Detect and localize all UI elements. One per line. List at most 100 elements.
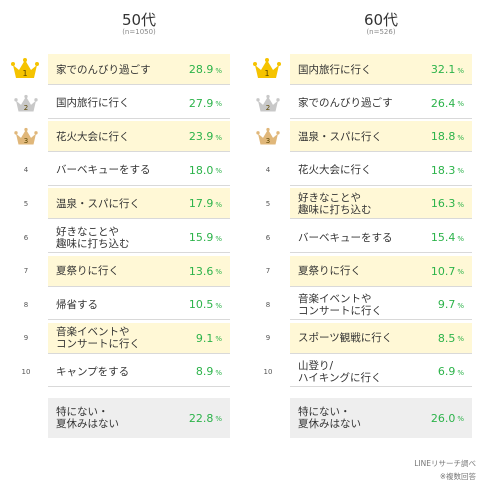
ranking-row: 4 花火大会に行く 18.3% [250,155,472,186]
none-cell: 特にない・ 夏休みはない 22.8% [48,398,230,438]
value-number: 32.1 [430,63,456,76]
item-value: 8.5% [438,323,464,354]
rank-number: 6 [23,233,29,242]
ranking-row: 9 音楽イベントや コンサートに行く 9.1% [8,322,230,354]
item-label: 好きなことや 趣味に打ち込む [298,191,372,216]
ranking-row: 7 夏祭りに行く 13.6% [8,255,230,287]
ranking-cell: 夏祭りに行く 10.7% [290,255,472,287]
ranking-row: 2 家でのんびり過ごす 26.4% [250,88,472,119]
rank-number: 7 [265,267,271,276]
value-unit: % [457,133,464,142]
value-number: 16.3 [430,197,456,211]
rank-number: 2 [23,103,29,112]
item-label: 好きなことや 趣味に打ち込む [56,225,130,250]
item-value: 18.8% [431,121,464,152]
rank-number: 10 [21,367,31,376]
value-number: 13.6 [188,264,214,278]
value-number: 22.8 [188,411,214,425]
item-label: 夏祭りに行く [298,265,361,278]
ranking-row: 9 スポーツ観戦に行く 8.5% [250,322,472,354]
value-number: 9.7 [437,298,456,312]
item-label: 国内旅行に行く [298,63,372,76]
item-label: 音楽イベントや コンサートに行く [298,292,382,317]
value-unit: % [457,268,464,277]
rank-number: 8 [265,300,271,309]
value-number: 27.9 [188,96,214,110]
none-value: 26.0% [431,398,464,438]
ranking-row: 10 キャンプをする 8.9% [8,356,230,388]
item-label: バーベキューをする [56,164,151,177]
ranking-cell: 家でのんびり過ごす 26.4% [290,88,472,119]
item-value: 28.9% [189,54,222,85]
value-number: 10.7 [430,264,456,278]
value-number: 15.9 [188,231,214,244]
item-value: 16.3% [431,188,464,219]
value-number: 28.9 [188,63,214,76]
rank-number: 4 [265,166,271,175]
item-label: 山登り/ ハイキングに行く [298,359,382,384]
none-label: 特にない・ 夏休みはない [56,406,119,430]
value-unit: % [215,234,222,243]
item-label: 家でのんびり過ごす [56,63,151,76]
item-value: 18.0% [189,155,222,186]
ranking-cell: 花火大会に行く 18.3% [290,155,472,186]
silver-crown-icon: 2 [14,94,38,114]
ranking-cell: 夏祭りに行く 13.6% [48,255,230,287]
value-number: 18.8 [430,130,456,144]
value-unit: % [457,100,464,109]
rank-number: 9 [23,334,29,343]
item-label: 家でのんびり過ごす [298,97,393,110]
bronze-crown-icon: 3 [256,127,280,147]
item-value: 23.9% [189,121,222,152]
none-row: 特にない・ 夏休みはない 26.0% [250,398,472,438]
ranking-row: 5 温泉・スパに行く 17.9% [8,188,230,220]
value-number: 8.9 [195,365,214,379]
item-value: 10.5% [189,289,222,320]
sample-size: (n=526) [366,28,396,36]
value-unit: % [457,368,464,377]
none-cell: 特にない・ 夏休みはない 26.0% [290,398,472,438]
item-label: 国内旅行に行く [56,97,130,110]
value-number: 6.9 [437,365,456,379]
ranking-cell: バーベキューをする 18.0% [48,155,230,186]
ranking-cell: 花火大会に行く 23.9% [48,121,230,153]
item-value: 18.3% [431,155,464,186]
item-value: 26.4% [431,88,464,119]
value-unit: % [457,200,464,209]
rank-number: 10 [263,367,273,376]
ranking-row: 8 帰省する 10.5% [8,289,230,321]
item-label: バーベキューをする [298,231,393,244]
ranking-cell: バーベキューをする 15.4% [290,222,472,253]
multiple-answer-note: ※複数回答 [439,472,476,481]
rank-number: 7 [23,267,29,276]
ranking-cell: キャンプをする 8.9% [48,356,230,388]
rank-number: 1 [264,69,270,78]
item-value: 15.9% [189,222,222,253]
value-unit: % [457,234,464,243]
value-unit: % [215,335,222,344]
value-number: 10.5 [188,298,214,312]
rank-number: 6 [265,233,271,242]
item-label: 音楽イベントや コンサートに行く [56,326,140,351]
column-title: 60代 [363,11,399,29]
ranking-cell: 山登り/ ハイキングに行く 6.9% [290,356,472,388]
ranking-row: 4 バーベキューをする 18.0% [8,155,230,186]
value-unit: % [215,100,222,109]
none-row: 特にない・ 夏休みはない 22.8% [8,398,230,438]
item-value: 10.7% [431,256,464,287]
ranking-row: 1 国内旅行に行く 32.1% [250,54,472,85]
ranking-cell: 国内旅行に行く 32.1% [290,54,472,85]
value-number: 8.5 [437,331,456,345]
ranking-cell: 温泉・スパに行く 17.9% [48,188,230,220]
value-number: 9.1 [195,331,214,345]
ranking-cell: スポーツ観戦に行く 8.5% [290,322,472,354]
rank-number: 4 [23,166,29,175]
ranking-row: 8 音楽イベントや コンサートに行く 9.7% [250,289,472,321]
value-unit: % [215,200,222,209]
value-unit: % [215,415,222,423]
value-unit: % [215,368,222,377]
rank-number: 9 [265,334,271,343]
ranking-cell: 好きなことや 趣味に打ち込む 15.9% [48,222,230,253]
rank-number: 5 [265,199,271,208]
silver-crown-icon: 2 [256,94,280,114]
